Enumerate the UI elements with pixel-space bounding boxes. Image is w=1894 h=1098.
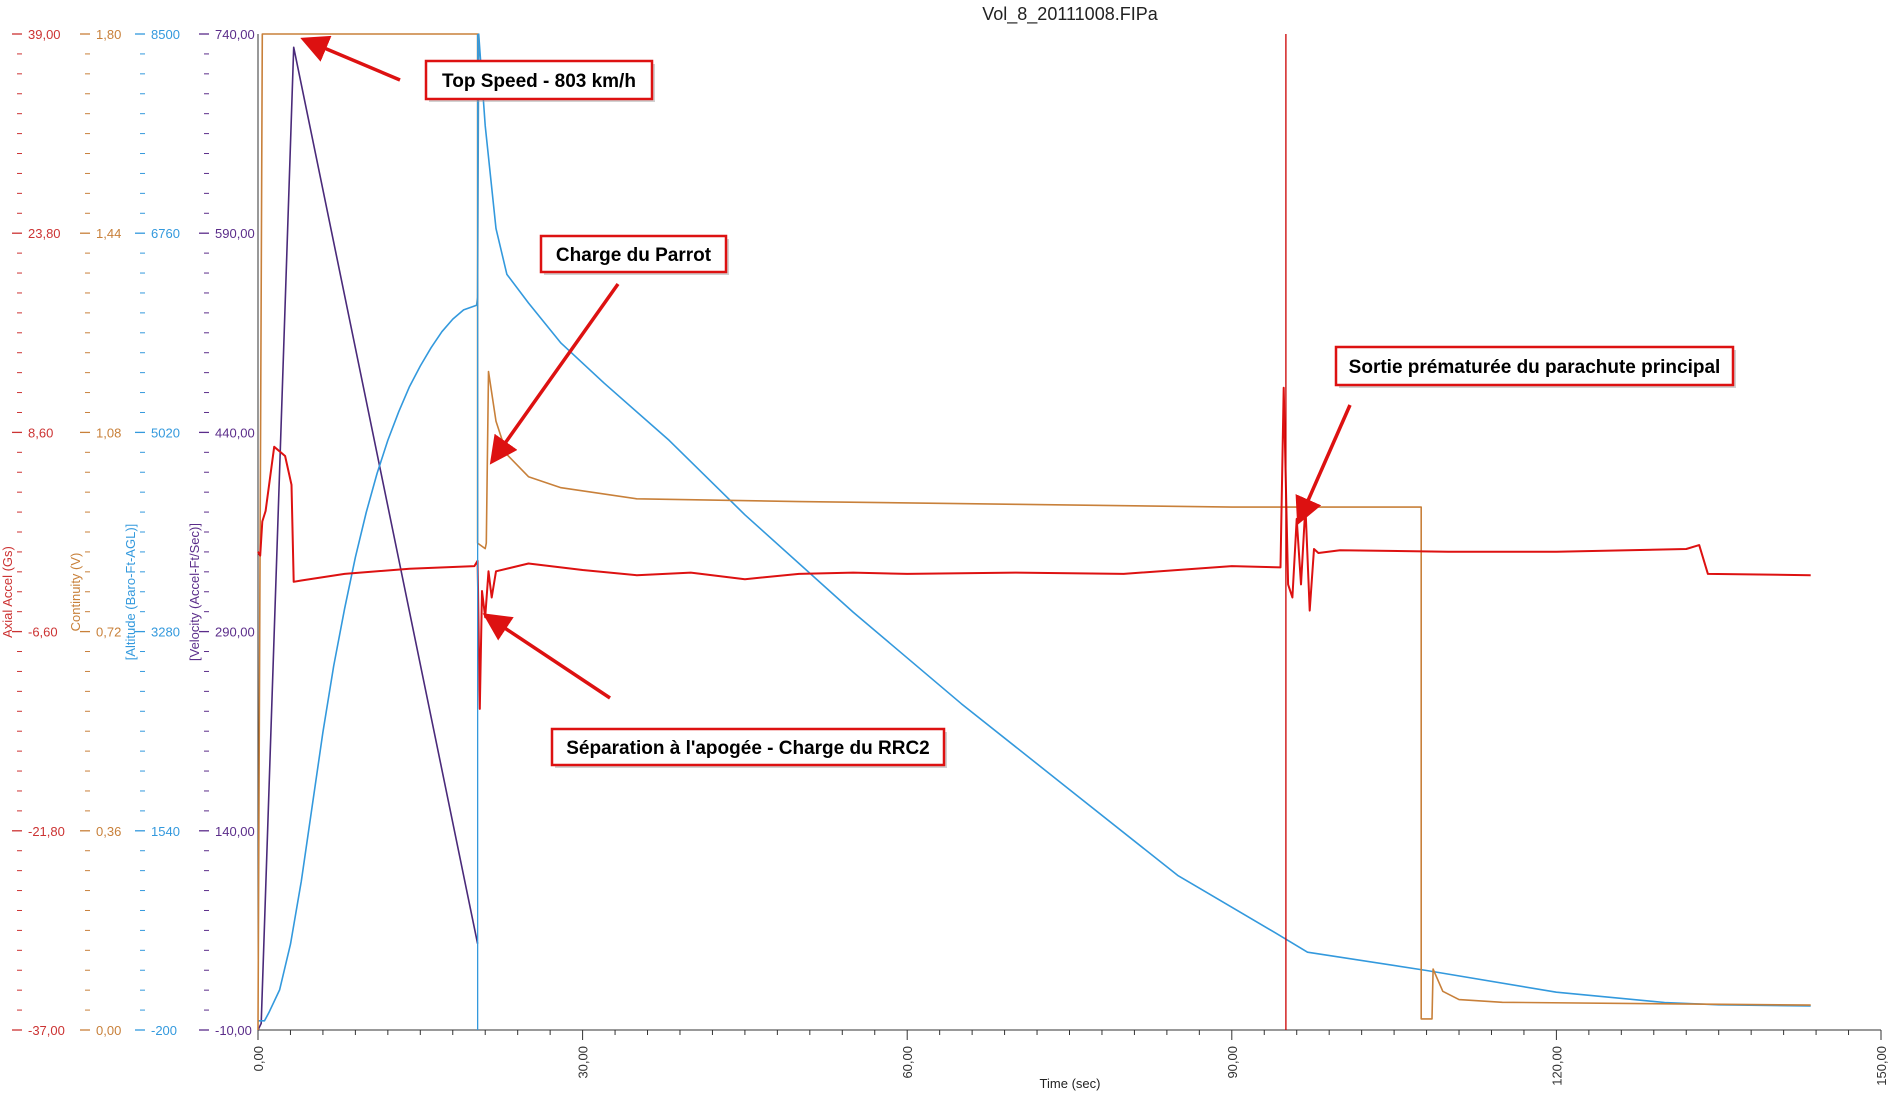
annotation-arrow bbox=[1295, 404, 1352, 526]
axis-continuity-tick-label: 1,08 bbox=[96, 425, 121, 440]
annotation-label: Charge du Parrot bbox=[556, 245, 712, 266]
axis-accel-tick-label: 23,80 bbox=[28, 226, 61, 241]
x-tick-label: 150,00 bbox=[1874, 1046, 1889, 1086]
axis-velocity-tick-label: -10,00 bbox=[215, 1023, 252, 1038]
axis-altitude-tick-label: 1540 bbox=[151, 824, 180, 839]
axis-velocity-tick-label: 590,00 bbox=[215, 226, 255, 241]
x-tick-label: 30,00 bbox=[576, 1046, 591, 1079]
x-tick-label: 120,00 bbox=[1549, 1046, 1564, 1086]
axis-accel-tick-label: 39,00 bbox=[28, 27, 61, 42]
x-tick-label: 90,00 bbox=[1225, 1046, 1240, 1079]
series-velocity-line bbox=[257, 46, 479, 1031]
axis-altitude-tick-label: 8500 bbox=[151, 27, 180, 42]
axis-altitude-tick-label: 5020 bbox=[151, 425, 180, 440]
annotation-arrow bbox=[489, 282, 620, 465]
axis-accel-label: Axial Accel (Gs) bbox=[0, 546, 15, 638]
axis-continuity-tick-label: 0,00 bbox=[96, 1023, 121, 1038]
chart-title: Vol_8_20111008.FIPa bbox=[982, 4, 1158, 25]
axis-continuity-tick-label: 0,36 bbox=[96, 824, 121, 839]
axis-altitude-label: [Altitude (Baro-Ft-AGL)] bbox=[123, 524, 138, 661]
axis-velocity-tick-label: 440,00 bbox=[215, 425, 255, 440]
axis-accel-tick-label: -37,00 bbox=[28, 1023, 65, 1038]
axis-continuity-tick-label: 1,44 bbox=[96, 226, 121, 241]
series-altitude-line bbox=[258, 33, 1811, 1022]
axis-continuity-tick-label: 0,72 bbox=[96, 625, 121, 640]
annotation-arrow bbox=[300, 35, 401, 82]
axis-velocity-tick-label: 740,00 bbox=[215, 27, 255, 42]
axis-velocity-tick-label: 290,00 bbox=[215, 625, 255, 640]
annotation-box bbox=[1334, 345, 1735, 387]
annotation-arrow bbox=[482, 613, 611, 700]
annotation-box bbox=[539, 234, 728, 274]
axis-continuity-label: Continuity (V) bbox=[68, 553, 83, 632]
series-continuity-line bbox=[257, 33, 1811, 1031]
axis-altitude-tick-label: 6760 bbox=[151, 226, 180, 241]
annotation-label: Sortie prématurée du parachute principal bbox=[1349, 357, 1721, 378]
annotation-label: Séparation à l'apogée - Charge du RRC2 bbox=[566, 738, 929, 759]
annotation-box bbox=[424, 59, 654, 101]
annotation-box bbox=[550, 727, 946, 767]
x-tick-label: 60,00 bbox=[900, 1046, 915, 1079]
x-tick-label: 0,00 bbox=[251, 1046, 266, 1071]
annotation-label: Top Speed - 803 km/h bbox=[442, 71, 636, 92]
axis-velocity-label: [Velocity (Accel-Ft/Sec)] bbox=[187, 523, 202, 661]
axis-accel-tick-label: 8,60 bbox=[28, 425, 53, 440]
axis-altitude-tick-label: -200 bbox=[151, 1023, 177, 1038]
x-axis-label: Time (sec) bbox=[1040, 1076, 1101, 1091]
series-accel-line bbox=[257, 386, 1811, 710]
axis-velocity-tick-label: 140,00 bbox=[215, 824, 255, 839]
axis-accel-tick-label: -6,60 bbox=[28, 625, 58, 640]
axis-accel-tick-label: -21,80 bbox=[28, 824, 65, 839]
axis-altitude-tick-label: 3280 bbox=[151, 625, 180, 640]
axis-continuity-tick-label: 1,80 bbox=[96, 27, 121, 42]
